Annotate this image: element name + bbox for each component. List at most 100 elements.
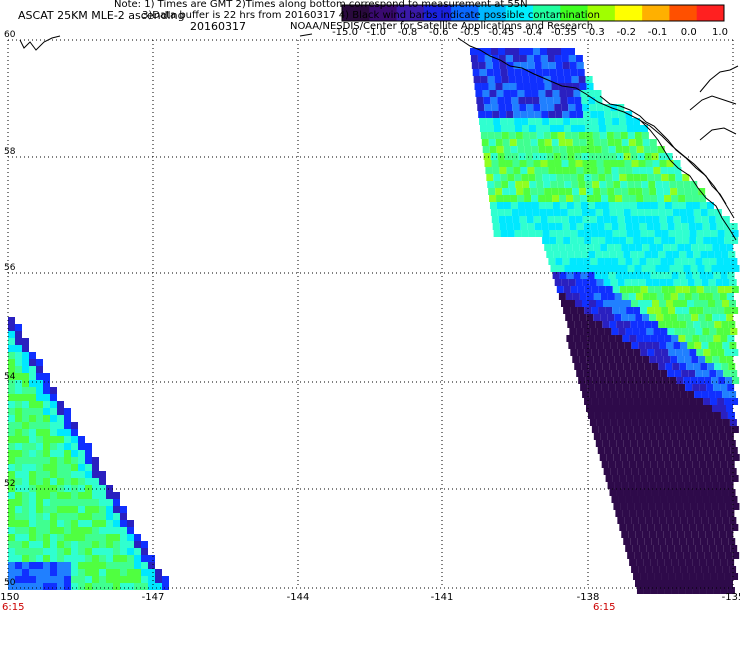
data-cell <box>662 377 670 384</box>
data-cell <box>604 447 612 454</box>
data-cell <box>529 181 537 188</box>
data-cell <box>485 167 493 174</box>
data-cell <box>731 230 739 237</box>
data-cell <box>604 328 612 335</box>
data-cell <box>652 566 660 573</box>
data-cell <box>648 503 656 510</box>
data-cell <box>522 181 530 188</box>
data-cell <box>666 342 674 349</box>
data-cell <box>650 202 658 209</box>
data-cell <box>484 104 492 111</box>
data-cell <box>526 160 534 167</box>
data-cell <box>679 321 687 328</box>
data-cell <box>726 356 734 363</box>
data-cell <box>141 548 148 555</box>
data-cell <box>575 342 583 349</box>
data-cell <box>527 111 535 118</box>
data-cell <box>57 520 64 527</box>
data-cell <box>576 328 584 335</box>
data-cell <box>22 576 29 583</box>
data-cell <box>36 387 43 394</box>
data-cell <box>553 153 561 160</box>
data-cell <box>92 548 99 555</box>
data-cell <box>621 139 629 146</box>
data-cell <box>644 489 652 496</box>
data-cell <box>707 538 715 545</box>
data-cell <box>616 363 624 370</box>
data-cell <box>656 531 664 538</box>
data-cell <box>667 447 675 454</box>
data-cell <box>629 202 637 209</box>
data-cell <box>670 531 678 538</box>
data-cell <box>612 230 620 237</box>
data-cell <box>720 335 728 342</box>
colorbar-segment <box>696 5 725 21</box>
data-cell <box>522 76 530 83</box>
data-cell <box>8 408 15 415</box>
data-cell <box>613 377 621 384</box>
data-cell <box>612 125 620 132</box>
data-cell <box>583 167 591 174</box>
data-cell <box>641 454 649 461</box>
data-cell <box>572 356 580 363</box>
data-cell <box>636 510 644 517</box>
data-cell <box>689 398 697 405</box>
data-cell <box>532 97 540 104</box>
data-cell <box>685 202 693 209</box>
data-cell <box>717 475 725 482</box>
data-cell <box>520 111 528 118</box>
data-cell <box>600 405 607 412</box>
data-cell <box>22 548 29 555</box>
data-cell <box>85 457 92 464</box>
data-cell <box>64 415 71 422</box>
data-cell <box>92 499 99 506</box>
data-cell <box>580 384 588 391</box>
data-cell <box>616 321 624 328</box>
data-cell <box>732 454 740 461</box>
data-cell <box>36 408 43 415</box>
data-cell <box>120 576 127 583</box>
data-cell <box>677 405 684 412</box>
data-cell <box>496 195 504 202</box>
data-cell <box>524 195 532 202</box>
data-cell <box>681 545 689 552</box>
data-cell <box>8 387 15 394</box>
data-cell <box>611 496 619 503</box>
data-cell <box>651 321 659 328</box>
data-cell <box>71 534 78 541</box>
data-cell <box>618 111 626 118</box>
data-cell <box>547 104 555 111</box>
data-cell <box>535 125 543 132</box>
data-cell <box>85 443 92 450</box>
data-cell <box>518 153 526 160</box>
data-cell <box>705 433 713 440</box>
data-cell <box>710 398 718 405</box>
data-cell <box>15 345 22 352</box>
data-cell <box>106 562 113 569</box>
data-cell <box>654 286 662 293</box>
data-cell <box>600 244 608 251</box>
data-cell <box>611 223 619 230</box>
data-cell <box>706 559 714 566</box>
data-cell <box>691 433 699 440</box>
data-cell <box>716 258 724 265</box>
data-cell <box>717 426 725 433</box>
data-cell <box>675 349 683 356</box>
data-cell <box>595 321 603 328</box>
data-cell <box>71 499 78 506</box>
data-cell <box>563 286 571 293</box>
data-cell <box>605 174 613 181</box>
data-cell <box>660 167 668 174</box>
data-cell <box>638 517 646 524</box>
data-cell <box>648 552 656 559</box>
data-cell <box>643 335 651 342</box>
data-cell <box>646 496 654 503</box>
lon-tick-label: -150 <box>0 592 19 603</box>
data-cell <box>696 307 704 314</box>
data-cell <box>701 566 709 573</box>
data-cell <box>64 450 71 457</box>
data-cell <box>626 426 634 433</box>
data-cell <box>50 387 57 394</box>
data-cell <box>703 398 711 405</box>
data-cell <box>602 153 610 160</box>
